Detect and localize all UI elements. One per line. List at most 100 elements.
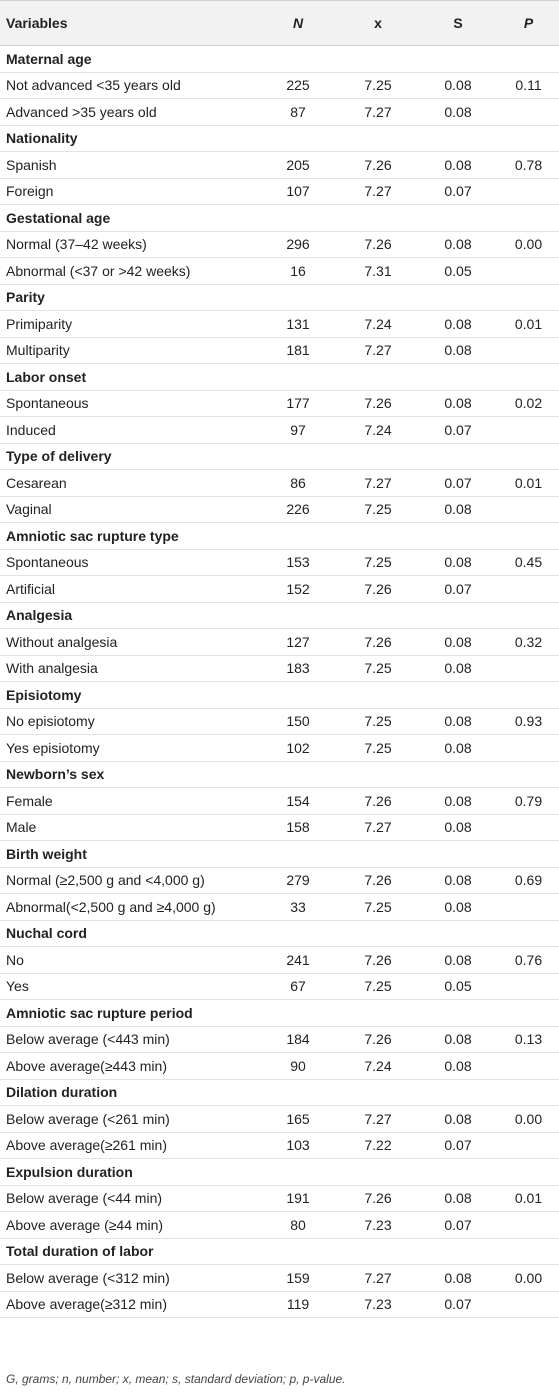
cell: 0.02	[498, 390, 559, 417]
data-row: Without analgesia 127 7.26 0.08 0.32	[0, 628, 559, 656]
cell: 0.00	[498, 1105, 559, 1133]
cell: 0.05	[418, 973, 498, 1000]
cell: 165	[258, 1105, 338, 1133]
cell: 226	[258, 496, 338, 523]
group-row: Gestational age	[0, 204, 559, 232]
cell: 7.25	[338, 973, 418, 1000]
data-row: Yes episiotomy 102 7.25 0.08	[0, 734, 559, 762]
row-label: Vaginal	[0, 496, 258, 523]
group-label: Type of delivery	[0, 443, 559, 470]
row-label: Advanced >35 years old	[0, 98, 258, 126]
row-label: Male	[0, 814, 258, 841]
group-label: Gestational age	[0, 204, 559, 232]
cell	[498, 1211, 559, 1239]
cell: 7.25	[338, 549, 418, 576]
cell: 0.07	[418, 1211, 498, 1239]
row-label: No episiotomy	[0, 708, 258, 735]
row-label: Below average (<443 min)	[0, 1026, 258, 1053]
cell: 0.69	[498, 867, 559, 894]
cell: 7.23	[338, 1211, 418, 1239]
cell: 7.27	[338, 337, 418, 364]
cell: 0.08	[418, 893, 498, 921]
cell: 7.26	[338, 628, 418, 656]
cell: 0.08	[418, 337, 498, 364]
row-label: Spontaneous	[0, 390, 258, 417]
cell: 0.93	[498, 708, 559, 735]
cell: 67	[258, 973, 338, 1000]
cell	[498, 814, 559, 841]
column-header: N	[258, 0, 338, 46]
cell: 0.08	[418, 72, 498, 99]
cell: 0.08	[418, 310, 498, 338]
cell: 0.01	[498, 310, 559, 338]
row-label: Not advanced <35 years old	[0, 72, 258, 99]
row-label: Yes episiotomy	[0, 734, 258, 762]
cell: 0.07	[418, 178, 498, 205]
cell: 0.78	[498, 151, 559, 179]
cell: 0.08	[418, 549, 498, 576]
cell: 86	[258, 469, 338, 497]
cell: 0.07	[418, 575, 498, 603]
cell: 0.08	[418, 655, 498, 682]
cell: 0.08	[418, 946, 498, 974]
cell	[498, 1291, 559, 1318]
data-row: Above average(≥261 min) 103 7.22 0.07	[0, 1132, 559, 1159]
group-row: Analgesia	[0, 602, 559, 629]
group-label: Total duration of labor	[0, 1238, 559, 1265]
cell: 0.08	[418, 1105, 498, 1133]
data-row: Advanced >35 years old 87 7.27 0.08	[0, 98, 559, 126]
group-label: Newborn’s sex	[0, 761, 559, 788]
row-label: Spanish	[0, 151, 258, 179]
cell: 7.26	[338, 1026, 418, 1053]
cell: 0.07	[418, 1291, 498, 1318]
cell	[498, 575, 559, 603]
data-row: Normal (37–42 weeks) 296 7.26 0.08 0.00	[0, 231, 559, 258]
data-row: Below average (<261 min) 165 7.27 0.08 0.00	[0, 1105, 559, 1133]
cell: 0.08	[418, 814, 498, 841]
cell: 0.08	[418, 98, 498, 126]
cell: 0.08	[418, 1264, 498, 1292]
cell: 241	[258, 946, 338, 974]
cell	[498, 98, 559, 126]
row-label: Female	[0, 787, 258, 815]
data-row: Normal (≥2,500 g and <4,000 g) 279 7.26 0.0…	[0, 867, 559, 894]
cell: 7.27	[338, 1264, 418, 1292]
cell: 296	[258, 231, 338, 258]
row-label: Abnormal (<37 or >42 weeks)	[0, 257, 258, 285]
cell: 279	[258, 867, 338, 894]
cell: 205	[258, 151, 338, 179]
cell: 7.26	[338, 1185, 418, 1212]
cell: 191	[258, 1185, 338, 1212]
group-label: Birth weight	[0, 840, 559, 868]
cell: 0.08	[418, 628, 498, 656]
column-header: x	[338, 0, 418, 46]
row-label: Below average (<312 min)	[0, 1264, 258, 1292]
cell: 7.26	[338, 390, 418, 417]
cell: 103	[258, 1132, 338, 1159]
cell: 33	[258, 893, 338, 921]
footnote: G, grams; n, number; x, mean; s, standar…	[6, 1372, 346, 1386]
data-row: Female 154 7.26 0.08 0.79	[0, 787, 559, 815]
cell	[498, 893, 559, 921]
row-label: Above average(≥443 min)	[0, 1052, 258, 1080]
group-label: Amniotic sac rupture type	[0, 522, 559, 550]
column-header: S	[418, 0, 498, 46]
cell	[498, 655, 559, 682]
cell	[498, 257, 559, 285]
row-label: Normal (≥2,500 g and <4,000 g)	[0, 867, 258, 894]
cell: 0.08	[418, 496, 498, 523]
cell: 16	[258, 257, 338, 285]
data-row: Above average (≥44 min) 80 7.23 0.07	[0, 1211, 559, 1239]
row-label: Yes	[0, 973, 258, 1000]
cell: 0.00	[498, 231, 559, 258]
group-label: Parity	[0, 284, 559, 311]
group-row: Expulsion duration	[0, 1158, 559, 1186]
cell: 97	[258, 416, 338, 444]
cell: 7.23	[338, 1291, 418, 1318]
cell: 152	[258, 575, 338, 603]
cell: 7.31	[338, 257, 418, 285]
cell: 80	[258, 1211, 338, 1239]
cell: 0.08	[418, 1026, 498, 1053]
